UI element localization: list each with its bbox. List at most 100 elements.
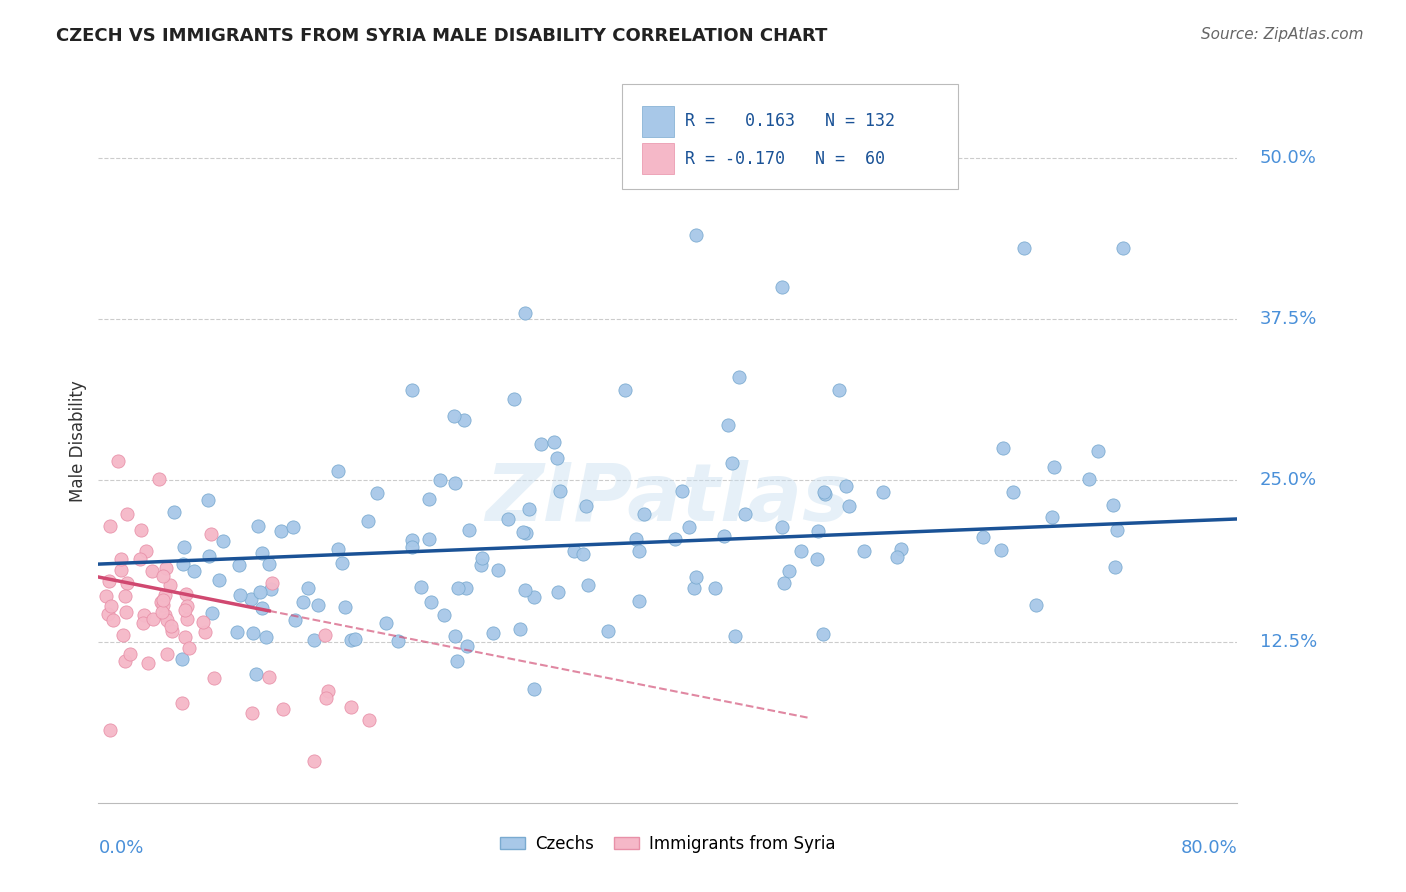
Point [482,625,505,640]
Point [273,702,295,716]
Point [576,578,599,592]
Point [330,556,353,570]
Point [252,546,274,560]
Point [260,582,283,596]
Text: 12.5%: 12.5% [1260,632,1317,650]
Point [152,593,174,607]
Point [664,532,686,546]
Point [411,580,433,594]
Point [835,478,858,492]
Point [429,473,451,487]
Point [110,552,132,566]
Point [246,519,269,533]
Point [270,524,292,539]
Point [627,544,650,558]
Point [96,589,118,603]
Point [292,595,315,609]
Point [257,670,280,684]
Point [250,600,273,615]
Point [284,613,307,627]
Text: R =   0.163   N = 132: R = 0.163 N = 132 [685,112,896,130]
Point [807,524,830,539]
Point [156,647,179,661]
Point [1040,510,1063,524]
Point [614,383,637,397]
Point [120,647,142,661]
Point [160,619,183,633]
Point [991,441,1014,455]
Point [114,654,136,668]
Point [1025,598,1047,612]
Point [512,524,534,539]
Point [98,723,121,738]
Point [717,417,740,432]
Point [152,568,174,582]
Point [326,541,349,556]
Point [713,529,735,543]
Point [239,592,262,607]
Point [259,557,281,571]
Point [98,574,121,588]
Point [229,588,252,602]
Point [170,696,193,710]
Point [813,627,835,641]
Point [724,629,747,643]
Point [101,613,124,627]
Point [523,590,546,604]
Point [456,639,478,653]
Point [191,615,214,629]
Point [174,603,197,617]
Point [773,575,796,590]
Point [546,450,568,465]
Point [153,608,176,623]
Point [543,434,565,449]
Point [172,557,194,571]
Point [433,608,456,623]
Point [339,632,361,647]
Point [260,576,283,591]
Point [530,436,553,450]
Point [357,714,380,728]
Point [1107,523,1129,537]
Point [148,472,170,486]
Point [453,412,475,426]
Point [778,565,800,579]
Point [316,683,339,698]
Point [1104,560,1126,574]
Point [302,754,325,768]
Point [685,570,707,584]
Point [972,530,994,544]
Point [114,590,136,604]
Point [335,600,357,615]
Point [245,666,267,681]
Point [886,549,908,564]
Point [194,625,217,640]
Point [98,519,121,533]
Point [302,633,325,648]
Text: Source: ZipAtlas.com: Source: ZipAtlas.com [1201,27,1364,42]
Point [387,634,409,648]
Point [249,585,271,599]
Point [183,564,205,578]
FancyBboxPatch shape [623,84,959,189]
Point [509,622,531,636]
Point [813,486,835,500]
Point [100,599,122,613]
Point [208,574,231,588]
Point [562,544,585,558]
Point [97,607,120,621]
Point [110,563,132,577]
Point [201,607,224,621]
Point [115,508,138,522]
Point [375,615,398,630]
Point [256,630,278,644]
Text: CZECH VS IMMIGRANTS FROM SYRIA MALE DISABILITY CORRELATION CHART: CZECH VS IMMIGRANTS FROM SYRIA MALE DISA… [56,27,828,45]
Legend: Czechs, Immigrants from Syria: Czechs, Immigrants from Syria [494,828,842,860]
Point [703,581,725,595]
Point [117,576,139,591]
Point [1112,241,1135,255]
Point [163,505,186,519]
Point [340,699,363,714]
Point [418,532,440,546]
Point [458,523,481,537]
